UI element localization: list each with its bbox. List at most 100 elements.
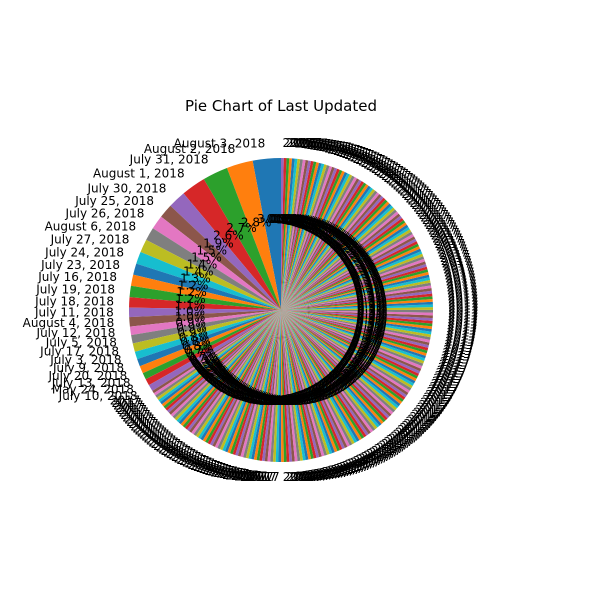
slice-label: 2017 xyxy=(120,408,151,422)
slice-percent-label: 0.3% xyxy=(250,393,281,407)
slice-label: 2017 xyxy=(437,242,468,256)
pie-slice xyxy=(281,209,397,310)
slice-label: 2017 xyxy=(442,257,473,271)
pie-slice xyxy=(163,310,281,409)
pie-slice xyxy=(281,307,433,310)
pie-slice xyxy=(281,236,416,310)
slice-percent-label: 0.3% xyxy=(293,390,324,404)
pie-slice xyxy=(203,167,281,310)
slice-label: 2017 xyxy=(333,462,364,476)
slice-percent-label: 0.3% xyxy=(252,393,283,407)
slice-percent-label: 0.3% xyxy=(337,360,368,374)
slice-label: 2017 xyxy=(318,140,349,154)
slice-percent-label: 1.9% xyxy=(203,237,234,251)
pie-slice xyxy=(281,310,369,436)
slice-percent-label: 0.3% xyxy=(260,394,291,408)
slice-label: 2017 xyxy=(286,136,317,150)
slice-percent-label: 0.3% xyxy=(333,365,364,379)
slice-label: 2017 xyxy=(428,223,459,237)
slice-percent-label: 0.3% xyxy=(270,212,301,226)
slice-label: 2017 xyxy=(445,334,476,348)
slice-label: 2017 xyxy=(423,215,454,229)
slice-percent-label: 0.3% xyxy=(349,340,380,354)
slice-percent-label: 0.3% xyxy=(323,232,354,246)
slice-label: 2017 xyxy=(440,251,471,265)
slice-percent-label: 0.3% xyxy=(356,292,387,306)
pie-slice xyxy=(281,310,306,461)
slice-percent-label: 0.3% xyxy=(300,219,331,233)
pie-slice xyxy=(187,310,281,432)
pie-slice xyxy=(198,310,281,439)
pie-slice xyxy=(281,310,429,348)
slice-percent-label: 0.3% xyxy=(356,317,387,331)
pie-slice xyxy=(227,310,281,454)
pie-slice xyxy=(281,207,396,310)
slice-label: 2017 xyxy=(237,470,268,484)
pie-slice xyxy=(281,222,407,310)
slice-percent-label: 0.3% xyxy=(265,394,296,408)
slice-label: 2017 xyxy=(401,187,432,201)
slice-label: 2017 xyxy=(438,361,469,375)
slice-percent-label: 0.3% xyxy=(270,394,301,408)
pie-slice xyxy=(281,211,399,310)
slice-label: 2017 xyxy=(313,467,344,481)
pie-slice xyxy=(165,310,281,411)
slice-label: 2017 xyxy=(163,446,194,460)
slice-percent-label: 0.3% xyxy=(350,268,381,282)
slice-percent-label: 2.8% xyxy=(241,215,272,229)
slice-label: 2017 xyxy=(315,139,346,153)
pie-slice xyxy=(212,310,281,447)
pie-slice xyxy=(152,216,281,310)
slice-percent-label: 1.1% xyxy=(175,298,206,312)
slice-percent-label: 0.3% xyxy=(320,230,351,244)
pie-slice xyxy=(129,310,281,336)
slice-label: 2017 xyxy=(407,194,438,208)
pie-slice xyxy=(281,224,409,310)
slice-percent-label: 0.3% xyxy=(347,261,378,275)
slice-label: 2017 xyxy=(243,470,274,484)
pie-slice xyxy=(281,310,322,458)
pie-slice xyxy=(281,231,413,310)
slice-percent-label: 0.3% xyxy=(249,393,280,407)
pie-slice xyxy=(281,195,384,310)
slice-percent-label: 0.3% xyxy=(356,291,387,305)
slice-label: 2017 xyxy=(442,260,473,274)
slice-label: 2017 xyxy=(419,398,450,412)
pie-slice xyxy=(200,310,281,441)
slice-label: 2017 xyxy=(176,453,207,467)
slice-label: 2017 xyxy=(442,349,473,363)
pie-slice xyxy=(281,310,432,335)
pie-slice xyxy=(195,310,281,438)
pie-slice xyxy=(281,253,424,310)
pie-slice xyxy=(281,165,333,310)
pie-slice xyxy=(281,241,418,310)
slice-percent-label: 0.3% xyxy=(351,272,382,286)
slice-percent-label: 0.3% xyxy=(206,372,237,386)
pie-slice xyxy=(129,310,281,327)
slice-label: 2017 xyxy=(113,398,144,412)
pie-slice xyxy=(248,310,281,460)
pie-slice xyxy=(281,194,382,310)
slice-label: 2017 xyxy=(222,468,253,482)
slice-percent-label: 1.5% xyxy=(197,244,228,258)
pie-slice xyxy=(281,165,330,310)
slice-percent-label: 0.3% xyxy=(231,387,262,401)
slice-percent-label: 0.3% xyxy=(296,217,327,231)
slice-percent-label: 0.3% xyxy=(189,352,220,366)
slice-percent-label: 0.3% xyxy=(347,343,378,357)
pie-slice xyxy=(230,310,281,455)
pie-slice xyxy=(281,310,298,462)
slice-percent-label: 0.3% xyxy=(281,393,312,407)
slice-label: July 26, 2018 xyxy=(65,207,145,221)
slice-percent-label: 0.3% xyxy=(319,377,350,391)
slice-percent-label: 0.3% xyxy=(193,358,224,372)
pie-slice xyxy=(281,310,430,346)
pie-slice xyxy=(281,282,431,310)
slice-label: 2017 xyxy=(446,274,477,288)
slice-percent-label: 0.3% xyxy=(315,380,346,394)
slice-percent-label: 1.5% xyxy=(191,250,222,264)
slice-percent-label: 0.3% xyxy=(327,371,358,385)
slice-label: 2017 xyxy=(419,208,450,222)
pie-slice xyxy=(281,279,431,310)
pie-slice xyxy=(281,310,426,362)
